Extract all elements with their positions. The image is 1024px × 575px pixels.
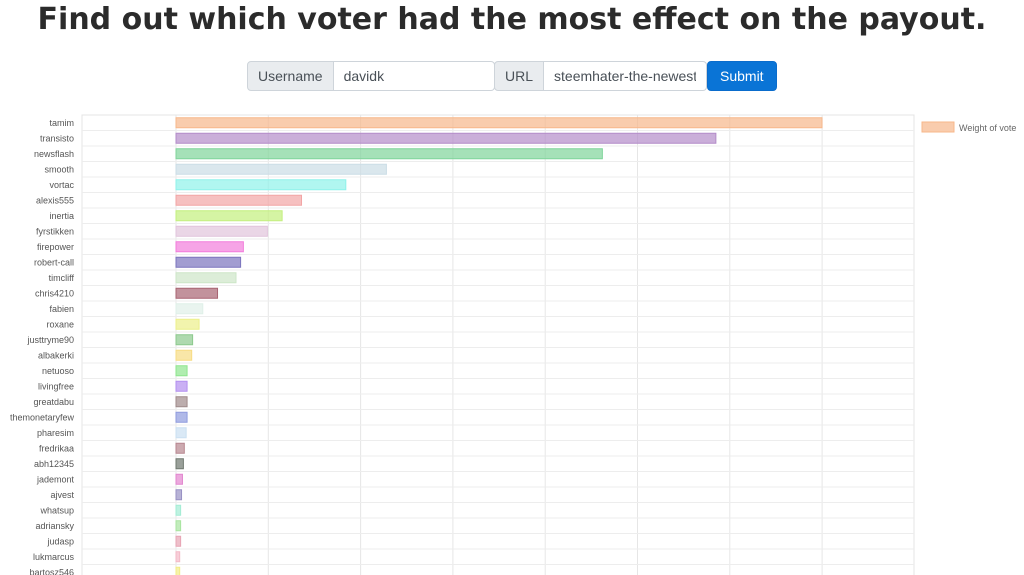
bar-abh12345 (175, 458, 184, 470)
category-label: timcliff (49, 273, 75, 283)
url-group: URL (494, 61, 708, 91)
category-label: albakerki (38, 350, 74, 360)
category-label: adriansky (35, 521, 74, 531)
bar-transisto (175, 132, 717, 144)
category-label: transisto (40, 133, 74, 143)
category-label: judasp (46, 536, 74, 546)
bar-livingfree (175, 380, 188, 392)
category-label: jademont (36, 474, 75, 484)
bar-smooth (175, 163, 387, 175)
bar-whatsup (175, 504, 182, 516)
category-label: bartosz546 (29, 567, 74, 575)
url-input[interactable] (544, 61, 708, 91)
bar-fredrikaa (175, 442, 185, 454)
bar-judasp (175, 535, 182, 547)
category-label: fabien (49, 304, 74, 314)
bar-timcliff (175, 272, 237, 284)
category-label: robert-call (34, 257, 74, 267)
bar-roxane (175, 318, 200, 330)
chart-grid (81, 114, 915, 575)
category-label: chris4210 (35, 288, 74, 298)
category-label: fredrikaa (39, 443, 74, 453)
bar-chris4210 (175, 287, 219, 299)
category-label: ajvest (50, 490, 74, 500)
category-label: newsflash (34, 149, 74, 159)
bar-jademont (175, 473, 183, 485)
bar-greatdabu (175, 396, 188, 408)
vote-weight-chart: tamim transisto newsflash smooth vortac alexi… (10, 114, 1016, 575)
category-label: firepower (37, 242, 74, 252)
username-group: Username (247, 61, 495, 91)
bar-ajvest (175, 489, 183, 501)
bar-fabien (175, 303, 204, 315)
bar-inertia (175, 210, 283, 222)
category-label: livingfree (38, 381, 74, 391)
bar-firepower (175, 241, 244, 253)
bar-lukmarcus (175, 551, 181, 563)
bar-pharesim (175, 427, 187, 439)
bar-robert-call (175, 256, 242, 268)
bar-alexis555 (175, 194, 303, 206)
category-label: inertia (49, 211, 74, 221)
category-label: abh12345 (34, 459, 74, 469)
submit-button[interactable]: Submit (707, 61, 777, 91)
chart-category-labels: tamim transisto newsflash smooth vortac alexi… (10, 118, 75, 575)
category-label: netuoso (42, 366, 74, 376)
bar-albakerki (175, 349, 193, 361)
category-label: alexis555 (36, 195, 74, 205)
category-label: roxane (46, 319, 74, 329)
bar-netuoso (175, 365, 188, 377)
category-label: tamim (50, 118, 75, 128)
bar-adriansky (175, 520, 182, 532)
username-label: Username (247, 61, 334, 91)
category-label: fyrstikken (36, 226, 74, 236)
category-label: smooth (44, 164, 74, 174)
bar-themonetaryfew (175, 411, 188, 423)
bar-vortac (175, 179, 347, 191)
category-label: greatdabu (33, 397, 74, 407)
bar-newsflash (175, 148, 603, 160)
category-label: themonetaryfew (10, 412, 75, 422)
bar-fyrstikken (175, 225, 268, 237)
page-title: Find out which voter had the most effect… (37, 2, 987, 37)
bar-bartosz546 (175, 566, 181, 575)
category-label: pharesim (37, 428, 74, 438)
bar-tamim (175, 117, 823, 129)
legend-label: Weight of vote (959, 123, 1016, 133)
chart-bars (175, 117, 823, 575)
category-label: whatsup (39, 505, 74, 515)
category-label: vortac (49, 180, 74, 190)
chart-legend: Weight of vote (921, 121, 1016, 133)
legend-swatch (921, 121, 955, 133)
category-label: lukmarcus (33, 552, 75, 562)
username-input[interactable] (333, 61, 495, 91)
category-label: justtryme90 (26, 335, 74, 345)
url-label: URL (494, 61, 545, 91)
bar-justtryme90 (175, 334, 194, 346)
